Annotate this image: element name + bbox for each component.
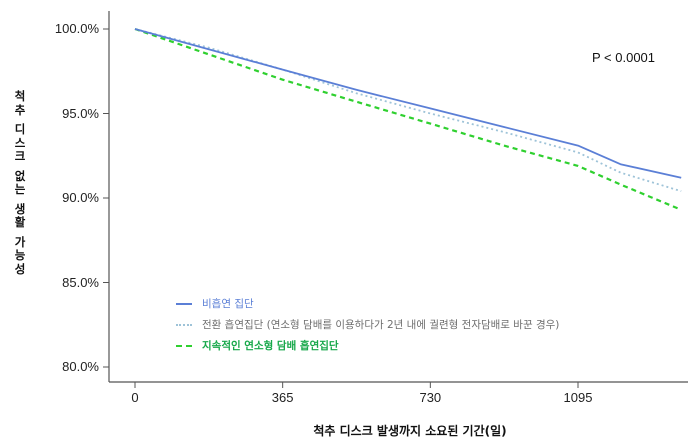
ylabel-char: 성 <box>14 261 26 276</box>
series-line-dotted <box>134 28 682 193</box>
ylabel-char: 척 <box>14 89 26 103</box>
legend: 비흡연 집단 전환 흡연집단 (연소형 담배를 이용하다가 2년 내에 궐련형 … <box>176 293 559 356</box>
y-tick-label: 80.0% <box>62 359 99 374</box>
solid-line-icon <box>176 302 192 305</box>
x-tick-label: 1095 <box>563 390 593 405</box>
series-line-dashed <box>134 27 682 211</box>
ylabel-char: 생 <box>14 201 26 216</box>
ylabel-char: 없 <box>14 168 26 183</box>
x-tick-label: 0 <box>131 390 139 405</box>
y-tick-label: 100.0% <box>54 21 99 36</box>
series-line-solid <box>134 28 682 179</box>
legend-item-continuous-smoker: 지속적인 연소형 담배 흡연집단 <box>176 335 559 356</box>
dotted-line-icon <box>176 323 192 326</box>
p-value-annotation: P < 0.0001 <box>592 50 656 65</box>
ylabel-char: 는 <box>14 182 26 196</box>
ylabel-char: 활 <box>14 215 26 229</box>
survival-lines <box>134 27 682 211</box>
y-tick-label: 90.0% <box>62 190 99 205</box>
legend-label: 전환 흡연집단 (연소형 담배를 이용하다가 2년 내에 궐련형 전자담배로 바… <box>202 319 560 331</box>
ylabel-char: 추 <box>14 102 26 117</box>
ylabel-char: 크 <box>14 149 26 163</box>
y-tick-label: 85.0% <box>62 274 99 290</box>
x-tick-label: 730 <box>419 390 442 405</box>
ylabel-char: 스 <box>14 135 26 150</box>
legend-label: 지속적인 연소형 담배 흡연집단 <box>202 340 339 352</box>
legend-label: 비흡연 집단 <box>202 298 254 310</box>
legend-item-switcher: 전환 흡연집단 (연소형 담배를 이용하다가 2년 내에 궐련형 전자담배로 바… <box>176 314 559 335</box>
ylabel-char: 디 <box>14 122 26 136</box>
ylabel-char: 능 <box>14 248 26 262</box>
axes <box>103 11 688 388</box>
x-tick-label: 365 <box>271 390 294 405</box>
dashed-line-icon <box>176 344 192 347</box>
ylabel-char: 가 <box>14 234 26 249</box>
x-axis-label: 척추 디스크 발생까지 소요된 기간(일) <box>313 424 507 438</box>
y-tick-label: 95.0% <box>62 105 99 121</box>
legend-item-nonsmoker: 비흡연 집단 <box>176 293 559 314</box>
